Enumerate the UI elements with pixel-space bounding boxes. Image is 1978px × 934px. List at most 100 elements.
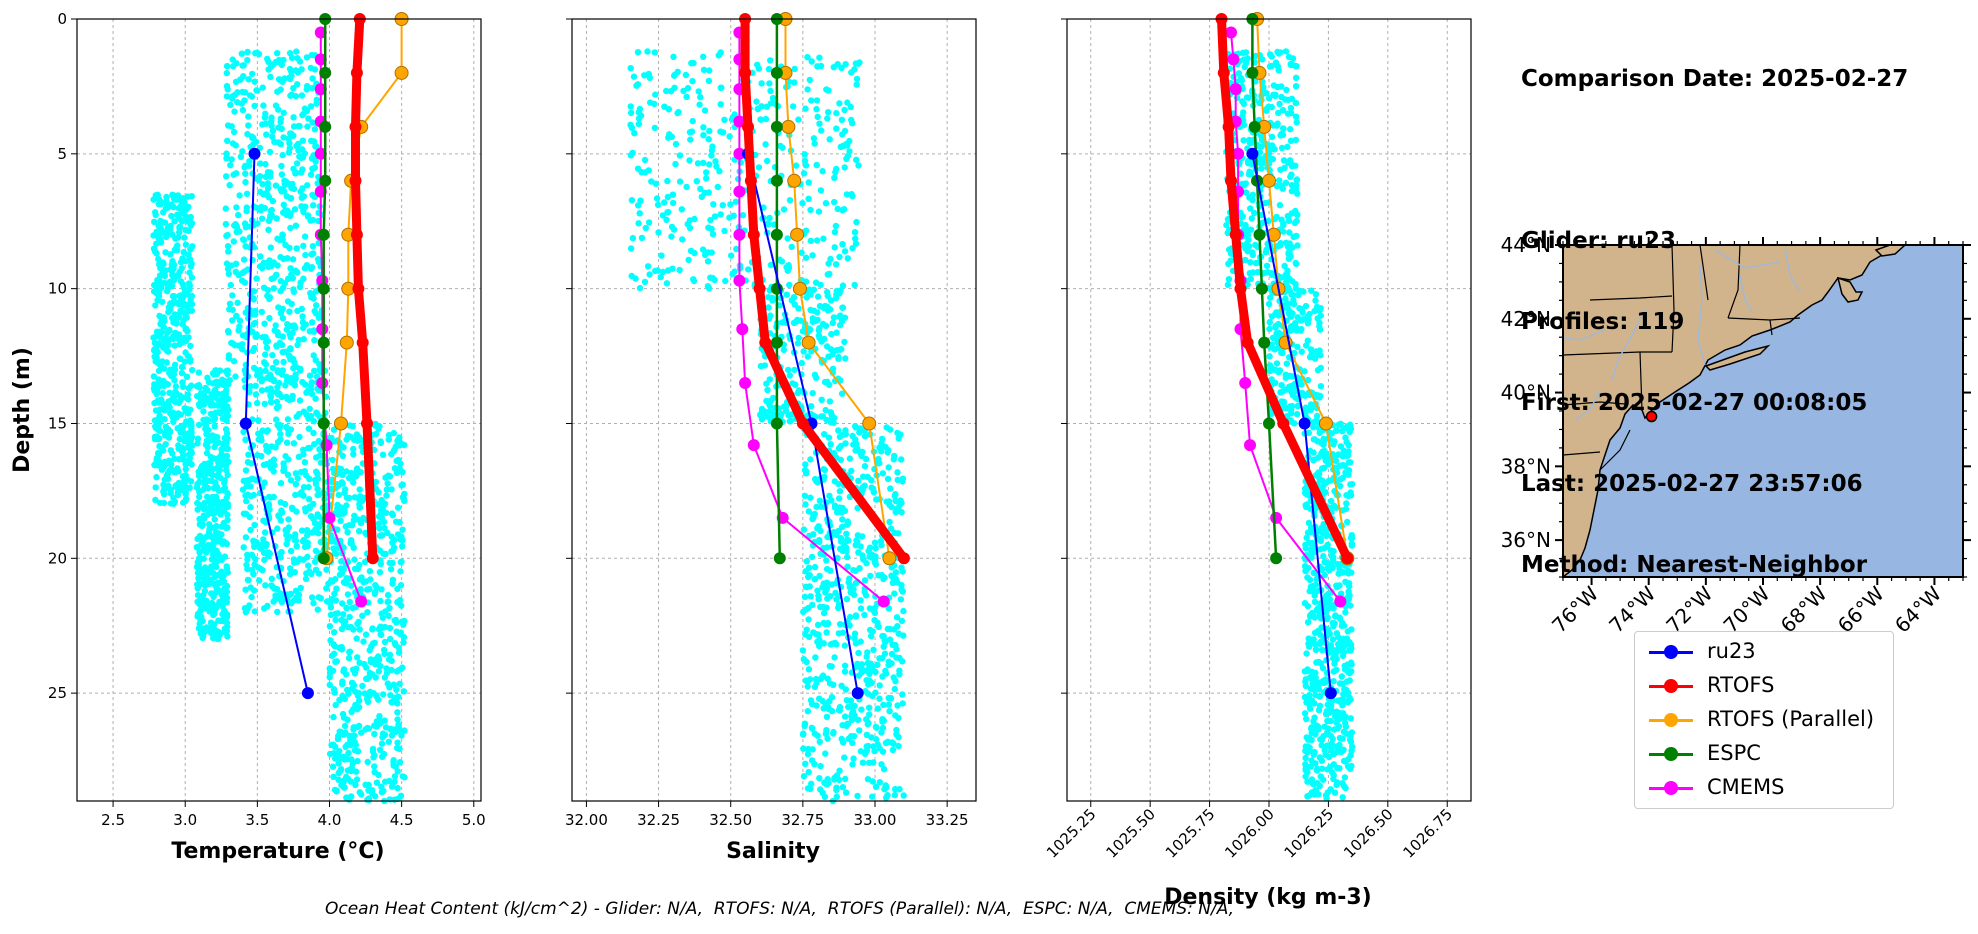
glider-point <box>223 445 230 452</box>
glider-point <box>275 76 283 83</box>
glider-point <box>632 275 639 282</box>
glider-point <box>894 579 901 586</box>
glider-point <box>683 93 690 101</box>
glider-point <box>348 756 355 763</box>
glider-point <box>299 137 306 144</box>
glider-point <box>308 251 315 258</box>
glider-point <box>348 537 355 544</box>
glider-point <box>242 436 249 444</box>
glider-point <box>210 593 217 600</box>
glider-point <box>228 262 235 269</box>
glider-point <box>156 412 163 419</box>
glider-point <box>155 436 162 443</box>
glider-point <box>305 425 313 432</box>
glider-point <box>302 575 310 583</box>
glider-point <box>331 590 338 597</box>
glider-point <box>865 759 873 766</box>
glider-point <box>816 497 824 504</box>
data-point <box>239 417 252 430</box>
glider-point <box>239 62 246 69</box>
glider-point <box>323 566 330 573</box>
glider-point <box>1341 686 1348 693</box>
glider-point <box>297 279 304 286</box>
glider-point <box>261 400 268 408</box>
glider-point <box>224 459 231 466</box>
glider-point <box>312 480 320 487</box>
glider-point <box>1293 410 1301 418</box>
glider-point <box>1279 131 1287 139</box>
glider-point <box>168 212 175 220</box>
glider-point <box>194 613 201 620</box>
glider-point <box>827 255 834 263</box>
glider-point <box>824 115 831 122</box>
glider-point <box>351 556 358 563</box>
glider-point <box>365 787 372 794</box>
glider-point <box>394 739 401 746</box>
glider-point <box>196 478 203 485</box>
glider-point <box>802 631 809 638</box>
glider-point <box>385 472 392 479</box>
glider-point <box>194 592 202 599</box>
glider-point <box>285 516 292 523</box>
glider-point <box>1293 260 1300 267</box>
glider-point <box>1224 281 1232 288</box>
glider-point <box>636 210 643 217</box>
glider-point <box>392 728 399 735</box>
glider-point <box>289 274 296 282</box>
glider-point <box>276 236 283 243</box>
glider-point <box>298 169 305 176</box>
glider-point <box>798 249 805 256</box>
glider-point <box>866 544 874 551</box>
glider-point <box>786 281 793 289</box>
glider-point <box>246 513 253 521</box>
glider-point <box>201 474 208 481</box>
glider-point <box>343 773 350 781</box>
glider-point <box>272 322 279 329</box>
glider-point <box>281 75 288 82</box>
glider-point <box>823 604 830 611</box>
glider-point <box>765 304 772 311</box>
glider-point <box>1311 598 1319 606</box>
glider-point <box>1235 70 1243 77</box>
glider-point <box>249 70 256 78</box>
glider-point <box>308 513 315 520</box>
glider-point <box>1275 369 1282 376</box>
glider-point <box>817 675 824 683</box>
glider-point <box>387 566 395 573</box>
glider-point <box>898 617 906 625</box>
glider-point <box>766 376 773 383</box>
glider-point <box>1265 217 1272 225</box>
glider-point <box>1294 343 1301 350</box>
glider-point <box>785 411 792 419</box>
glider-point <box>233 60 240 67</box>
glider-point <box>244 48 251 56</box>
glider-point <box>288 395 296 403</box>
glider-point <box>872 668 879 676</box>
glider-point <box>680 87 687 95</box>
glider-point <box>233 224 241 231</box>
glider-point <box>178 363 186 371</box>
x-tick-label: 4.5 <box>390 811 414 829</box>
glider-point <box>388 510 396 517</box>
glider-point <box>243 477 251 484</box>
glider-point <box>853 156 860 163</box>
glider-point <box>1316 475 1323 483</box>
glider-point <box>165 336 173 343</box>
glider-point <box>326 623 334 630</box>
glider-point <box>1310 718 1317 725</box>
glider-point <box>330 741 337 748</box>
glider-point <box>312 526 319 533</box>
glider-point <box>233 204 240 211</box>
data-point <box>349 174 362 187</box>
glider-point <box>194 506 201 513</box>
glider-point <box>300 208 307 216</box>
glider-point <box>886 625 894 633</box>
glider-point <box>627 152 635 159</box>
glider-point <box>172 193 179 201</box>
glider-point <box>340 444 347 451</box>
glider-point <box>869 663 876 670</box>
glider-point <box>272 182 280 189</box>
glider-point <box>300 446 307 453</box>
glider-point <box>273 404 281 412</box>
glider-point <box>175 442 182 449</box>
